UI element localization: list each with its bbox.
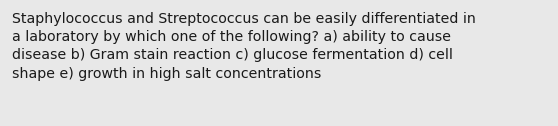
Text: Staphylococcus and Streptococcus can be easily differentiated in
a laboratory by: Staphylococcus and Streptococcus can be … — [12, 12, 476, 81]
